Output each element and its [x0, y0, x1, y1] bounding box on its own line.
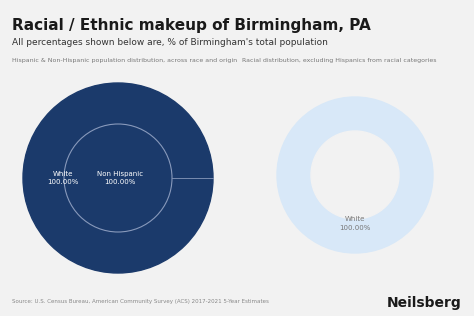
Text: All percentages shown below are, % of Birmingham's total population: All percentages shown below are, % of Bi…	[12, 38, 328, 47]
Text: Racial distribution, excluding Hispanics from racial categories: Racial distribution, excluding Hispanics…	[242, 58, 437, 63]
Text: Racial / Ethnic makeup of Birmingham, PA: Racial / Ethnic makeup of Birmingham, PA	[12, 18, 371, 33]
Circle shape	[23, 83, 213, 273]
Text: Neilsberg: Neilsberg	[387, 296, 462, 310]
Text: White
100.00%: White 100.00%	[339, 216, 371, 231]
Text: Hispanic & Non-Hispanic population distribution, across race and origin: Hispanic & Non-Hispanic population distr…	[12, 58, 237, 63]
Circle shape	[64, 124, 172, 232]
Text: Non Hispanic
100.00%: Non Hispanic 100.00%	[97, 171, 143, 185]
Text: Source: U.S. Census Bureau, American Community Survey (ACS) 2017-2021 5-Year Est: Source: U.S. Census Bureau, American Com…	[12, 299, 269, 304]
Circle shape	[311, 131, 399, 219]
Circle shape	[277, 97, 433, 253]
Text: White
100.00%: White 100.00%	[47, 171, 79, 185]
